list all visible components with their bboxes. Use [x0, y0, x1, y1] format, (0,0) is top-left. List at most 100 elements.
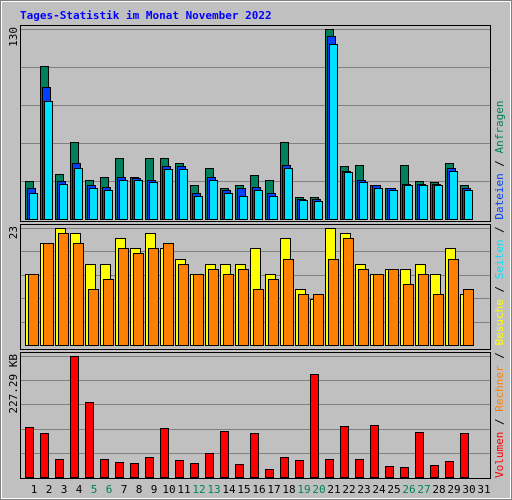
- x-tick-label: 26: [402, 483, 415, 496]
- legend: Volumen / Rechner / Besuche / Seiten / D…: [493, 100, 506, 478]
- x-tick-label: 21: [327, 483, 340, 496]
- bar: [310, 374, 319, 478]
- bar: [445, 461, 454, 478]
- bar: [269, 196, 278, 220]
- x-tick-label: 28: [432, 483, 445, 496]
- bar: [400, 467, 409, 478]
- bar: [370, 425, 379, 478]
- x-tick-label: 12: [192, 483, 205, 496]
- bar: [89, 188, 98, 220]
- bar: [328, 259, 339, 346]
- bar: [100, 459, 109, 478]
- bar: [343, 238, 354, 346]
- x-tick-label: 19: [297, 483, 310, 496]
- legend-entry: Seiten: [493, 240, 506, 280]
- bar: [223, 274, 234, 346]
- bar: [238, 269, 249, 346]
- bar: [145, 457, 154, 478]
- bar: [133, 253, 144, 346]
- x-tick-label: 13: [207, 483, 220, 496]
- x-tick-label: 1: [31, 483, 38, 496]
- bar: [55, 459, 64, 478]
- x-tick-label: 23: [357, 483, 370, 496]
- bar: [373, 274, 384, 346]
- x-tick-label: 11: [177, 483, 190, 496]
- bar: [74, 168, 83, 220]
- bar: [283, 259, 294, 346]
- bar: [253, 289, 264, 346]
- bar: [265, 469, 274, 478]
- bar: [403, 284, 414, 346]
- bar: [419, 185, 428, 220]
- x-tick-label: 10: [162, 483, 175, 496]
- bar: [355, 459, 364, 478]
- bar: [254, 190, 263, 220]
- x-tick-label: 2: [46, 483, 53, 496]
- x-tick-label: 27: [417, 483, 430, 496]
- bar: [85, 402, 94, 478]
- x-tick-label: 7: [121, 483, 128, 496]
- x-tick-label: 24: [372, 483, 386, 496]
- bar: [178, 264, 189, 346]
- bar: [25, 427, 34, 478]
- bar: [29, 193, 38, 220]
- legend-entry: Besuche: [493, 299, 506, 345]
- bar: [208, 269, 219, 346]
- bar: [359, 182, 368, 220]
- bar: [460, 433, 469, 478]
- bar: [415, 432, 424, 478]
- bar: [235, 464, 244, 478]
- x-tick-label: 3: [61, 483, 68, 496]
- bar: [325, 459, 334, 478]
- bar: [250, 433, 259, 478]
- x-tick-label: 6: [106, 483, 113, 496]
- x-tick-label: 25: [387, 483, 400, 496]
- bar: [148, 248, 159, 346]
- bar: [220, 431, 229, 478]
- bar: [130, 463, 139, 478]
- x-tick-label: 4: [76, 483, 83, 496]
- bar: [205, 453, 214, 478]
- x-tick-label: 31: [477, 483, 490, 496]
- bar: [434, 185, 443, 220]
- bar: [418, 274, 429, 346]
- x-tick-label: 15: [237, 483, 250, 496]
- bar: [190, 463, 199, 478]
- x-tick-label: 20: [312, 483, 325, 496]
- bar: [329, 44, 338, 220]
- bar: [88, 289, 99, 346]
- bar: [430, 465, 439, 478]
- legend-separator: /: [493, 220, 506, 240]
- bar: [385, 466, 394, 478]
- bar: [340, 426, 349, 478]
- x-tick-label: 22: [342, 483, 355, 496]
- bar: [314, 201, 323, 220]
- bar: [70, 356, 79, 478]
- x-tick-label: 9: [151, 483, 158, 496]
- bar: [224, 193, 233, 220]
- bar: [134, 180, 143, 220]
- bar: [209, 180, 218, 220]
- legend-entry: Volumen: [493, 432, 506, 478]
- bar: [344, 172, 353, 220]
- x-tick-label: 5: [91, 483, 98, 496]
- legend-entry: Rechner: [493, 365, 506, 412]
- legend-separator: /: [493, 346, 506, 366]
- legend-separator: /: [493, 153, 506, 173]
- bar: [404, 185, 413, 220]
- bar: [433, 294, 444, 346]
- x-tick-label: 16: [252, 483, 265, 496]
- bar: [268, 279, 279, 346]
- bar: [115, 462, 124, 478]
- bar: [299, 200, 308, 220]
- bar: [59, 184, 68, 220]
- bar: [160, 428, 169, 478]
- bar: [149, 182, 158, 220]
- x-tick-label: 17: [267, 483, 280, 496]
- bar: [388, 269, 399, 346]
- bar: [73, 243, 84, 346]
- legend-entry: Anfragen: [493, 100, 506, 153]
- y-tick-label: 227.29 KB: [7, 354, 20, 414]
